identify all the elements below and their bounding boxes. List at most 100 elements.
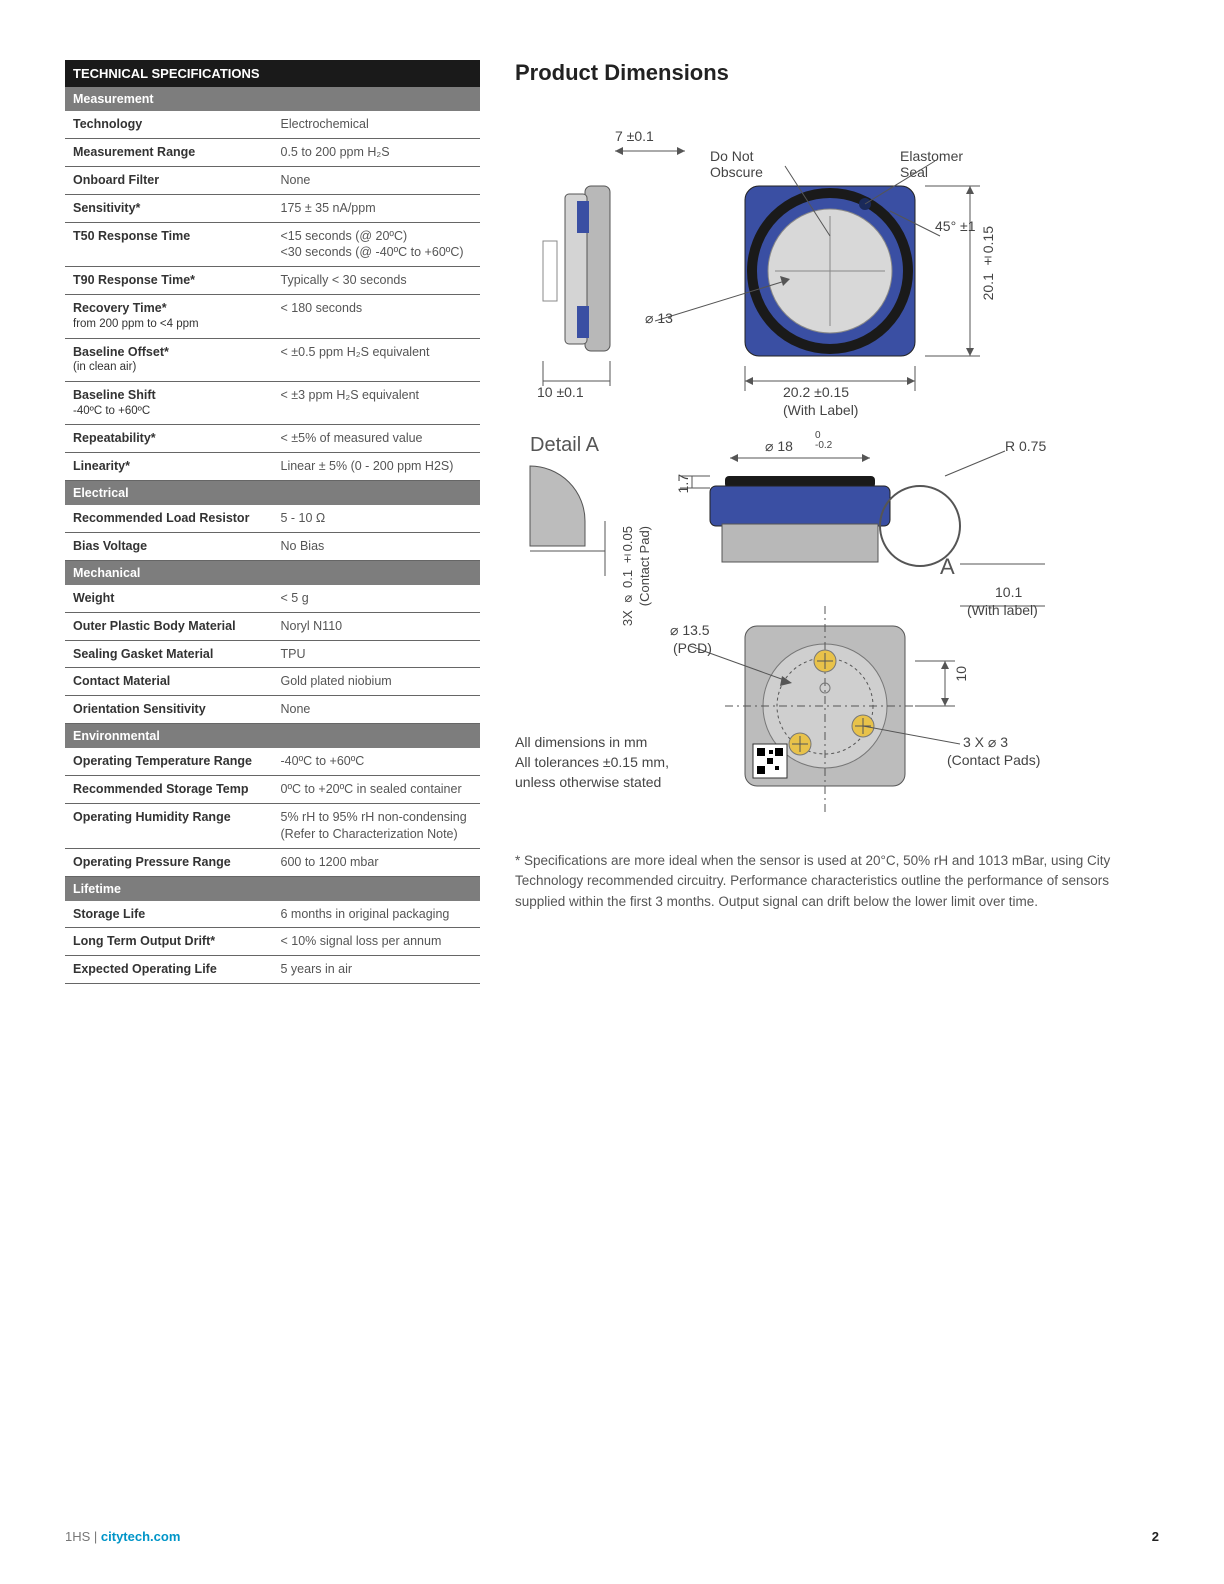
table-row: Recommended Storage Temp0ºC to +20ºC in … xyxy=(65,776,480,804)
table-row: Orientation SensitivityNone xyxy=(65,696,480,724)
marker-a: A xyxy=(940,554,955,580)
spec-value: 5% rH to 95% rH non-condensing (Refer to… xyxy=(273,803,481,848)
table-row: Onboard FilterNone xyxy=(65,166,480,194)
table-row: Repeatability*< ±5% of measured value xyxy=(65,425,480,453)
spec-value: < 5 g xyxy=(273,585,481,612)
spec-label: Long Term Output Drift* xyxy=(65,928,273,956)
spec-label: Recommended Load Resistor xyxy=(65,505,273,532)
table-row: Baseline Shift-40ºC to +60ºC< ±3 ppm H₂S… xyxy=(65,381,480,424)
spec-label: Baseline Offset*(in clean air) xyxy=(65,338,273,381)
spec-label: Linearity* xyxy=(65,453,273,481)
spec-value: < ±0.5 ppm H₂S equivalent xyxy=(273,338,481,381)
table-row: Measurement Range0.5 to 200 ppm H₂S xyxy=(65,138,480,166)
spec-label: T50 Response Time xyxy=(65,222,273,267)
table-row: Baseline Offset*(in clean air)< ±0.5 ppm… xyxy=(65,338,480,381)
spec-value: None xyxy=(273,166,481,194)
spec-value: < ±3 ppm H₂S equivalent xyxy=(273,381,481,424)
spec-label: Expected Operating Life xyxy=(65,956,273,984)
section-header: Environmental xyxy=(65,724,480,749)
spec-label: Onboard Filter xyxy=(65,166,273,194)
spec-value: Typically < 30 seconds xyxy=(273,267,481,295)
spec-label: Repeatability* xyxy=(65,425,273,453)
spec-value: 5 years in air xyxy=(273,956,481,984)
dim-10v: 10 xyxy=(953,666,969,682)
dim-202: 20.2 ±0.15 xyxy=(783,384,849,400)
lbl-contact-pad: (Contact Pad) xyxy=(637,526,652,606)
lbl-with-label1: (With Label) xyxy=(783,402,858,418)
section-header: Measurement xyxy=(65,87,480,111)
spec-value: 600 to 1200 mbar xyxy=(273,848,481,876)
spec-label: Weight xyxy=(65,585,273,612)
spec-label: Contact Material xyxy=(65,668,273,696)
dim-7: 7 ±0.1 xyxy=(615,128,654,144)
spec-value: No Bias xyxy=(273,532,481,560)
lbl-with-label2: (With label) xyxy=(967,602,1038,618)
footer-product: 1HS xyxy=(65,1529,90,1544)
dim-201: 20.1 ±0.15 xyxy=(980,226,996,300)
table-row: Recommended Load Resistor5 - 10 Ω xyxy=(65,505,480,532)
spec-label: T90 Response Time* xyxy=(65,267,273,295)
dim-101: 10.1 xyxy=(995,584,1022,600)
spec-label: Outer Plastic Body Material xyxy=(65,612,273,640)
spec-value: < 180 seconds xyxy=(273,295,481,338)
spec-value: Gold plated niobium xyxy=(273,668,481,696)
spec-value: <15 seconds (@ 20ºC) <30 seconds (@ -40º… xyxy=(273,222,481,267)
spec-label: Recovery Time*from 200 ppm to <4 ppm xyxy=(65,295,273,338)
table-row: Bias VoltageNo Bias xyxy=(65,532,480,560)
spec-value: 0.5 to 200 ppm H₂S xyxy=(273,138,481,166)
spec-value: 6 months in original packaging xyxy=(273,901,481,928)
spec-label: Operating Temperature Range xyxy=(65,748,273,775)
dim-r075: R 0.75 xyxy=(1005,438,1046,454)
section-header: Electrical xyxy=(65,481,480,506)
lbl-pcd: (PCD) xyxy=(673,640,712,656)
table-row: Long Term Output Drift*< 10% signal loss… xyxy=(65,928,480,956)
spec-value: Electrochemical xyxy=(273,111,481,138)
spec-label: Baseline Shift-40ºC to +60ºC xyxy=(65,381,273,424)
note2: All tolerances ±0.15 mm, xyxy=(515,754,669,770)
dim-d18-tol: 0 -0.2 xyxy=(815,431,832,451)
table-row: Contact MaterialGold plated niobium xyxy=(65,668,480,696)
section-header: Mechanical xyxy=(65,560,480,585)
table-row: Sensitivity*175 ± 35 nA/ppm xyxy=(65,194,480,222)
spec-label: Measurement Range xyxy=(65,138,273,166)
spec-value: < ±5% of measured value xyxy=(273,425,481,453)
table-row: Operating Temperature Range-40ºC to +60º… xyxy=(65,748,480,775)
table-row: Linearity*Linear ± 5% (0 - 200 ppm H2S) xyxy=(65,453,480,481)
spec-value: 0ºC to +20ºC in sealed container xyxy=(273,776,481,804)
spec-value: 175 ± 35 nA/ppm xyxy=(273,194,481,222)
dim-d18: ⌀ 18 xyxy=(765,438,793,455)
spec-label: Sensitivity* xyxy=(65,194,273,222)
spec-value: Linear ± 5% (0 - 200 ppm H2S) xyxy=(273,453,481,481)
lbl-detail-a: Detail A xyxy=(530,434,599,457)
lbl-elastomer-seal: Elastomer Seal xyxy=(900,148,963,180)
table-row: T50 Response Time<15 seconds (@ 20ºC) <3… xyxy=(65,222,480,267)
dim-d13: ⌀ 13 xyxy=(645,310,673,327)
spec-label: Sealing Gasket Material xyxy=(65,640,273,668)
dim-contact-pad-dim: 3X ⌀ 0.1 ±0.05 xyxy=(620,526,635,626)
table-row: T90 Response Time*Typically < 30 seconds xyxy=(65,267,480,295)
dimensions-title: Product Dimensions xyxy=(515,60,1159,86)
dim-pcd: ⌀ 13.5 xyxy=(670,622,710,639)
table-row: Weight< 5 g xyxy=(65,585,480,612)
footer-site: citytech.com xyxy=(101,1529,180,1544)
dim-45deg: 45° ±1 xyxy=(935,218,976,234)
lbl-pads: (Contact Pads) xyxy=(947,752,1040,768)
spec-value: Noryl N110 xyxy=(273,612,481,640)
spec-value: 5 - 10 Ω xyxy=(273,505,481,532)
spec-value: -40ºC to +60ºC xyxy=(273,748,481,775)
table-row: Storage Life6 months in original packagi… xyxy=(65,901,480,928)
table-row: Recovery Time*from 200 ppm to <4 ppm< 18… xyxy=(65,295,480,338)
dimensions-diagram: 7 ±0.1 Do Not Obscure Elastomer Seal 45°… xyxy=(515,106,1155,826)
spec-label: Technology xyxy=(65,111,273,138)
spec-value: < 10% signal loss per annum xyxy=(273,928,481,956)
footnote: * Specifications are more ideal when the… xyxy=(515,851,1159,912)
section-header: Lifetime xyxy=(65,876,480,901)
spec-label: Orientation Sensitivity xyxy=(65,696,273,724)
table-row: Sealing Gasket MaterialTPU xyxy=(65,640,480,668)
spec-value: TPU xyxy=(273,640,481,668)
spec-label: Operating Pressure Range xyxy=(65,848,273,876)
table-row: TechnologyElectrochemical xyxy=(65,111,480,138)
spec-table: TECHNICAL SPECIFICATIONSMeasurementTechn… xyxy=(65,60,480,984)
spec-label: Storage Life xyxy=(65,901,273,928)
dim-17: 1.7 xyxy=(675,474,691,493)
